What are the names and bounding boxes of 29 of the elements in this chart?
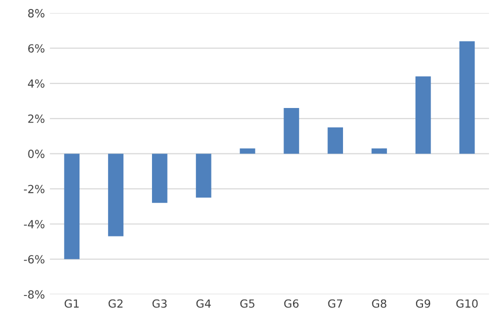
bar [152,154,168,203]
bar [415,76,431,154]
y-tick-label: -8% [24,290,44,299]
bar [372,148,387,154]
x-tick-label: G2 [108,299,122,308]
x-tick-label: G3 [152,299,167,308]
y-tick-label: 4% [28,79,44,88]
bar [64,154,80,260]
x-tick-label: G4 [196,299,211,308]
y-tick-label: -4% [24,220,44,228]
bar [328,127,344,154]
bar [108,154,124,236]
bar [196,154,212,198]
x-tick-label: G1 [64,299,79,308]
x-tick-label: G10 [456,299,478,308]
y-tick-label: 2% [28,114,44,123]
y-tick-label: -6% [24,255,44,264]
bar [240,148,256,154]
y-tick-label: -2% [24,184,44,194]
y-tick-label: 6% [28,44,44,53]
y-tick-label: 0% [28,150,44,158]
x-tick-label: G6 [284,299,299,308]
x-tick-label: G8 [372,299,386,308]
x-tick-label: G7 [328,299,342,308]
bar [284,108,300,154]
bar [459,41,475,154]
x-tick-label: G5 [240,299,254,308]
y-tick-label: 8% [28,9,44,18]
x-tick-label: G9 [416,299,430,308]
